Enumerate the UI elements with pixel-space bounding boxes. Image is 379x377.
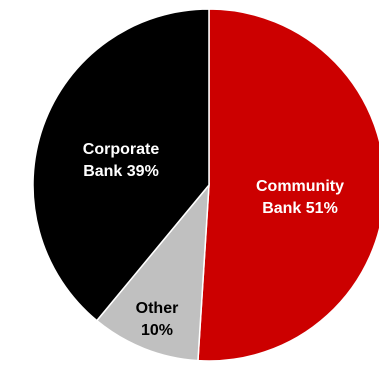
slice-label-other: Other 10% — [136, 300, 179, 339]
slice-label-corporate-bank: Corporate Bank 39% — [83, 141, 160, 180]
slice-label-line1: Other — [136, 300, 179, 317]
pie-slice-other — [95, 182, 210, 362]
slice-label-community-bank: Community Bank 51% — [256, 178, 344, 217]
slice-label-line1: Community — [256, 178, 344, 195]
slice-label-line2: Bank 51% — [262, 200, 338, 217]
pie-slice-community-bank — [197, 8, 379, 362]
slice-label-line1: Corporate — [83, 141, 160, 158]
pie-labels: Community Bank 51% Other 10% Corporate Bank 3… — [83, 141, 344, 339]
pie-slice-corporate-bank — [32, 8, 210, 322]
slice-label-line2: 10% — [141, 322, 173, 339]
slice-label-line2: Bank 39% — [83, 163, 159, 180]
pie-slices — [32, 8, 379, 362]
